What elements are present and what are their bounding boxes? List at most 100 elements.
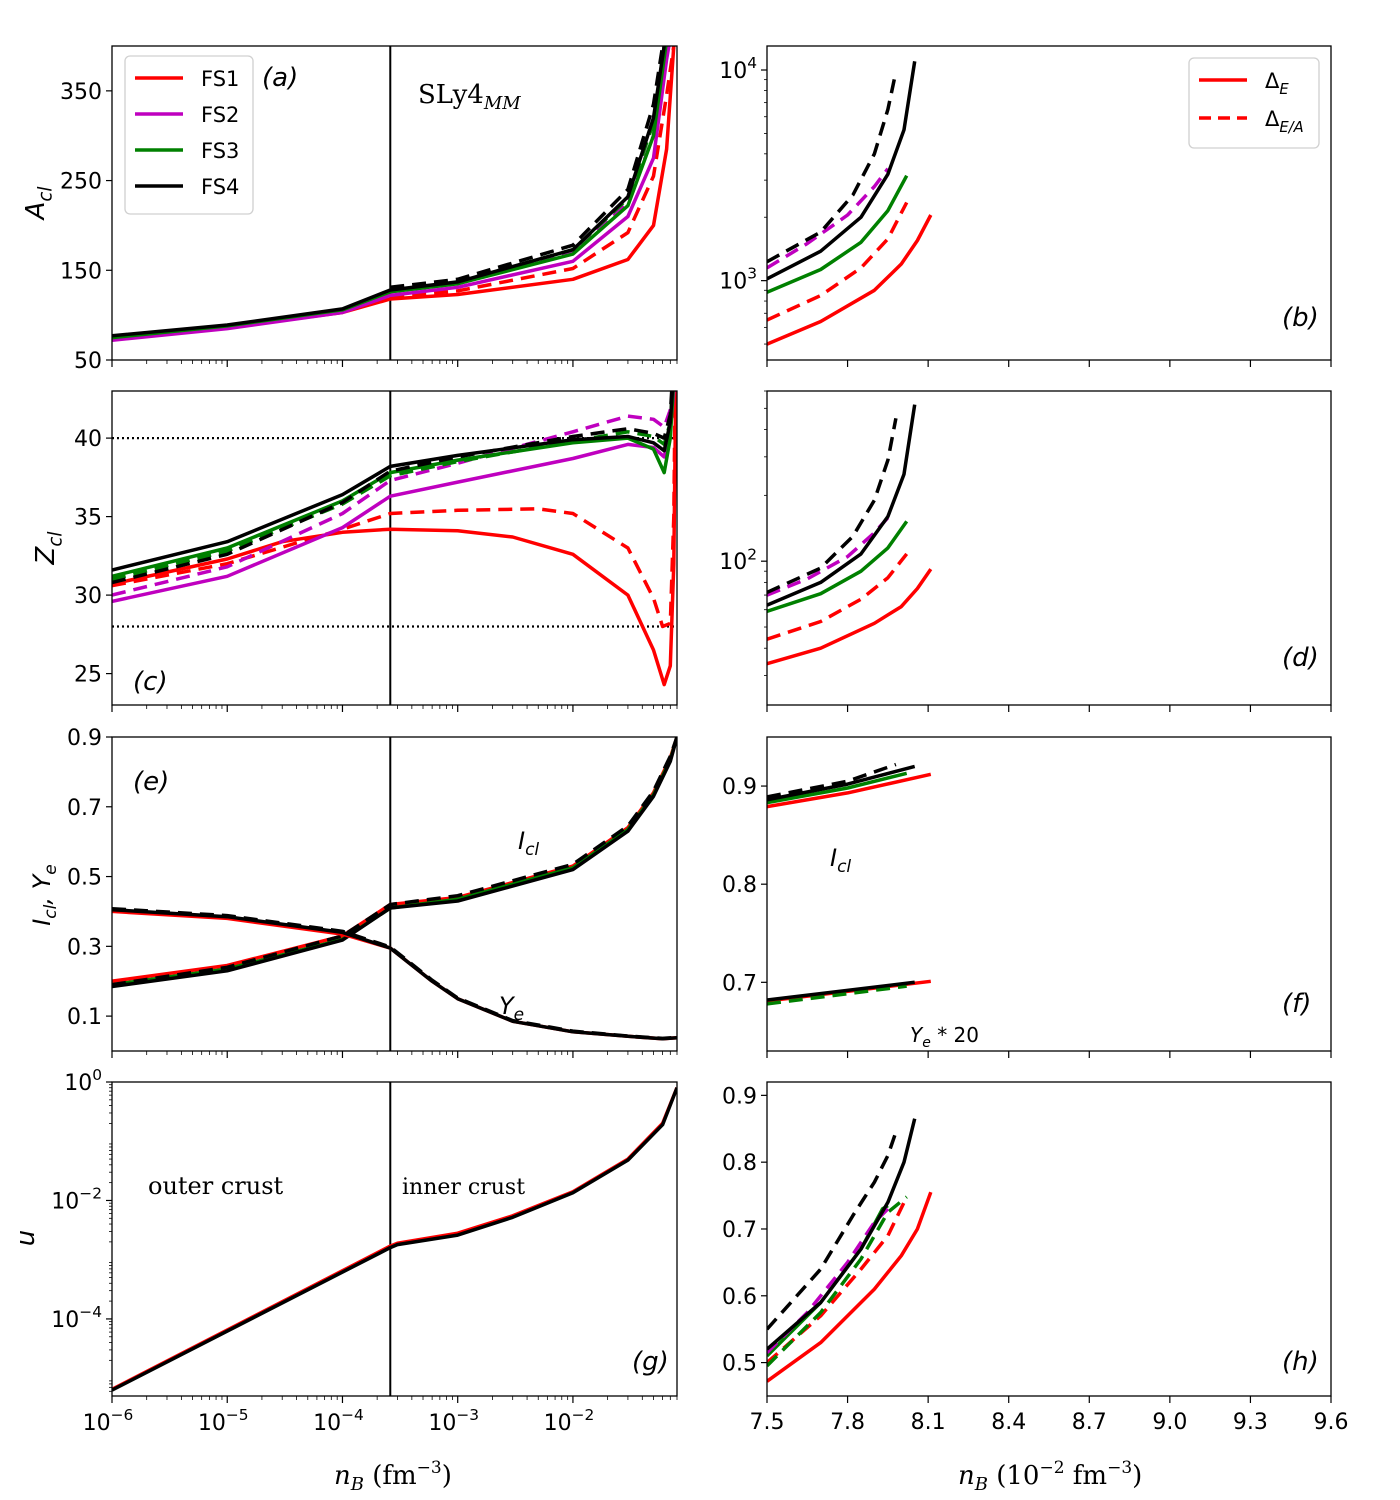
ylabel-group-c: Zcl — [31, 532, 66, 566]
ytick-label-h-4: 0.9 — [722, 1084, 757, 1109]
panel-label-c: (c) — [133, 667, 168, 697]
legend-box-a — [124, 55, 254, 215]
xlabel-right: nB (10−2 fm−3) — [958, 1458, 1142, 1495]
ytick-label-e-4: 0.9 — [67, 726, 102, 751]
ytick-label-h-3: 0.8 — [722, 1151, 757, 1176]
panel-label-b: (b) — [1282, 303, 1319, 333]
series-b-fs1-0 — [767, 214, 933, 346]
panel-label-e: (e) — [133, 767, 169, 797]
series-group-h — [767, 1118, 933, 1383]
icl-annotation-right: Icl — [830, 844, 851, 877]
outer-crust-label: outer crust — [148, 1172, 284, 1200]
series-b-fs3-2 — [767, 174, 909, 294]
series-c-fs4-6 — [112, 391, 675, 572]
panels: 50 150 250 350 (a) Acl FS1 FS2 FS3 FS4 103 104 (b) ΔE… — [11, 45, 1349, 1436]
series-d-fs4-4 — [767, 404, 917, 607]
frame-e — [111, 736, 678, 1052]
ylabel-e-group: Icl, Ye — [28, 864, 61, 926]
sly4-label: SLy4MM — [418, 80, 521, 114]
series-e-ye-6 — [112, 906, 677, 1041]
series-c-fs2-3 — [112, 391, 675, 597]
frame-d — [766, 390, 1332, 706]
panel-label-h: (h) — [1282, 1347, 1319, 1377]
ytick-label-a-3: 350 — [60, 80, 102, 105]
series-group-g — [112, 1087, 677, 1392]
ytick-label-e-0: 0.1 — [67, 1005, 102, 1030]
series-d-fs3-2 — [767, 520, 909, 613]
series-g-fs4-1 — [112, 1087, 677, 1392]
series-c-fs4-7 — [112, 391, 674, 585]
inner-crust-label: inner crust — [402, 1175, 525, 1200]
xtick-label-g-4: 10−2 — [544, 1406, 595, 1436]
series-group-e — [112, 737, 677, 1041]
legend-b: ΔE ΔE/A — [1188, 57, 1320, 149]
panel-label-f: (f) — [1282, 989, 1311, 1019]
xtick-label-h-6: 9.3 — [1233, 1410, 1268, 1435]
series-f-ye20-5 — [767, 984, 907, 1006]
xtick-label-g-3: 10−3 — [428, 1406, 479, 1436]
xtick-label-h-1: 7.8 — [830, 1410, 865, 1435]
series-a-fs4-7 — [390, 46, 665, 290]
ytick-label-b-1: 104 — [719, 54, 757, 84]
ytick-label-f-2: 0.9 — [722, 775, 757, 800]
ytick-label-e-1: 0.3 — [67, 935, 102, 960]
ytick-label-a-2: 250 — [60, 170, 102, 195]
series-group-a — [112, 46, 676, 343]
xlabel-left: nB (fm−3) — [334, 1458, 452, 1495]
series-b-fs2-3 — [767, 167, 890, 270]
series-e-icl-2 — [112, 737, 677, 989]
legend-a: FS1 FS2 FS3 FS4 — [124, 55, 254, 215]
ytick-label-c-3: 40 — [74, 427, 102, 452]
panel-label-a: (a) — [262, 63, 298, 93]
series-group-b — [767, 61, 933, 346]
xtick-label-g-1: 10−5 — [198, 1406, 249, 1436]
series-group-f — [767, 762, 932, 1006]
ylabel-g: u — [11, 1230, 41, 1246]
ytick-label-b-0: 103 — [719, 265, 757, 295]
series-f-icl-0 — [767, 772, 932, 809]
series-b-fs1-1 — [767, 201, 909, 322]
series-f-icl-3 — [767, 762, 897, 799]
ytick-label-c-1: 30 — [74, 584, 102, 609]
xtick-label-h-4: 8.7 — [1072, 1410, 1107, 1435]
series-f-ye20-6 — [767, 980, 915, 1002]
ytick-label-f-1: 0.8 — [722, 873, 757, 898]
xtick-label-h-3: 8.4 — [991, 1410, 1026, 1435]
legend-label-a-3: FS4 — [201, 175, 239, 199]
ylabel-e: Icl, Ye — [28, 864, 61, 926]
series-h-fs1-0 — [767, 1191, 933, 1383]
panel-b: 103 104 (b) ΔE ΔE/A — [719, 45, 1332, 367]
ytick-label-a-1: 150 — [60, 259, 102, 284]
xtick-label-g-0: 10−6 — [83, 1406, 134, 1436]
series-c-fs1-1 — [112, 391, 677, 629]
ytick-label-h-2: 0.7 — [722, 1218, 757, 1243]
ytick-label-f-0: 0.7 — [722, 971, 757, 996]
ylabel-group-g: u — [11, 1230, 41, 1246]
ytick-label-h-1: 0.6 — [722, 1285, 757, 1310]
ylabel-c: Zcl — [31, 532, 66, 566]
icl-annotation-left: Icl — [518, 827, 539, 860]
panel-f: 0.7 0.8 0.9 (f) — [722, 736, 1332, 1058]
ylabel-group-a: Acl — [21, 187, 56, 222]
series-h-fs4-6 — [767, 1131, 898, 1331]
ylabel-a: Acl — [21, 187, 56, 222]
ytick-label-e-2: 0.5 — [67, 866, 102, 891]
frame-f — [766, 736, 1332, 1052]
series-e-icl-3 — [112, 737, 677, 987]
series-d-fs4-5 — [767, 417, 898, 594]
xtick-label-h-2: 8.1 — [911, 1410, 946, 1435]
series-h-fs4-5 — [767, 1118, 917, 1351]
ytick-label-h-0: 0.5 — [722, 1352, 757, 1377]
panel-e: 0.1 0.3 0.5 0.7 0.9 (e) — [67, 726, 678, 1058]
ytick-label-c-0: 25 — [74, 663, 102, 688]
ytick-label-e-3: 0.7 — [67, 796, 102, 821]
ytick-label-g-2: 100 — [64, 1066, 102, 1096]
ytick-label-c-2: 35 — [74, 506, 102, 531]
frame-c — [111, 390, 678, 706]
xtick-label-h-7: 9.6 — [1314, 1410, 1349, 1435]
series-a-fs2-2 — [112, 46, 671, 343]
series-a-fs1-1 — [390, 46, 676, 299]
ytick-label-d-0: 102 — [719, 545, 757, 575]
